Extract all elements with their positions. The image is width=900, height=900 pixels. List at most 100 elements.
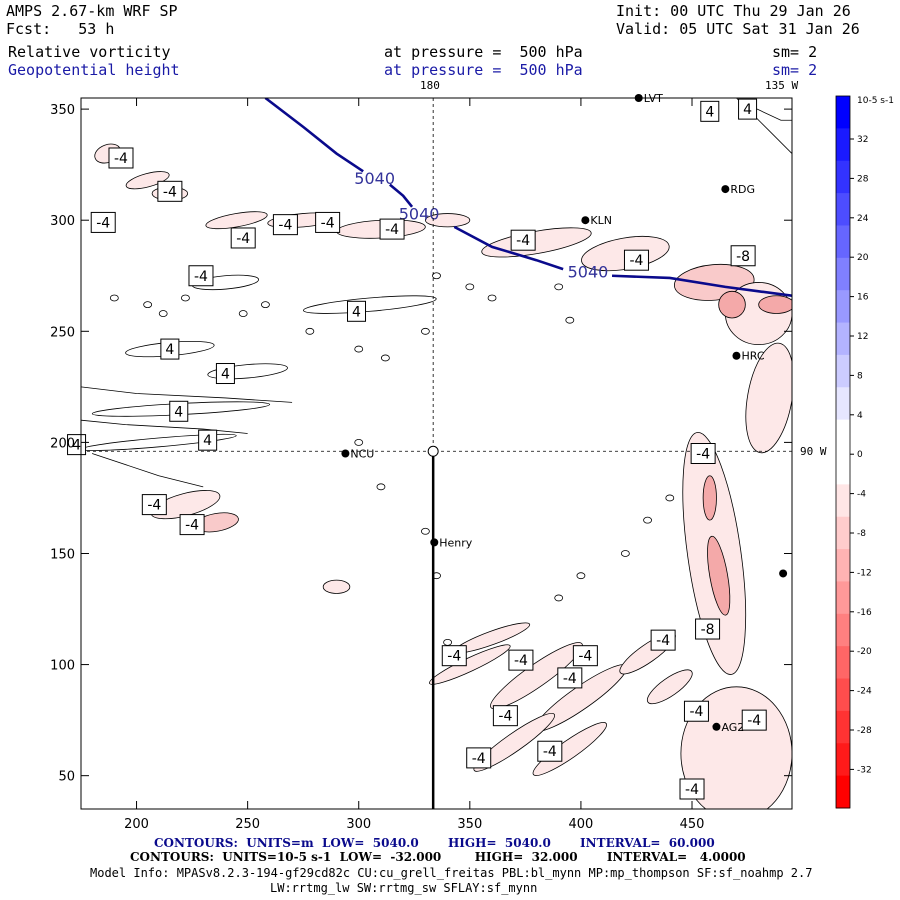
contour-label-box [379,218,405,240]
colorbar-swatch [836,549,850,582]
contour-label: -4 [230,227,256,249]
contour-label: -4 [315,211,341,233]
meridian-135w-label: 135 W [765,79,799,92]
x-tick-label: 450 [680,817,705,832]
contour-label-text: -4 [747,713,761,729]
contour-label: -4 [510,229,536,251]
vorticity-contour-blob [429,644,511,685]
colorbar-swatch [836,710,850,744]
vorticity-contour-blob [646,669,693,705]
colorbar-frame [835,95,851,809]
contour-label-box [738,98,758,120]
contour-label-box [67,434,87,456]
colorbar-tick-label: -4 [857,490,866,500]
vorticity-contour-blob [473,712,556,772]
field2-name: Geopotential height [8,61,180,79]
contour-label-box [741,709,767,731]
contour-label-text: 4 [705,104,714,120]
colorbar-swatch [836,452,850,485]
vorticity-contour-ring [576,572,586,580]
contour-label-text: -4 [578,649,592,665]
vorticity-contour-blob [267,212,340,228]
contour-label-box [141,494,167,516]
vorticity-contour-ring [465,283,475,291]
vorticity-contour-ring [143,301,153,309]
colorbar-tick-label: 24 [857,214,869,224]
contour-label: -8 [730,245,756,267]
contour-label-text: -4 [689,704,703,720]
plot-frame [80,97,793,810]
contour-label-text: -4 [696,447,710,463]
colorbar-swatch [836,354,850,388]
station-marker [430,538,439,547]
station-marker [732,351,741,360]
vorticity-contour-ring [643,516,652,524]
contour-label: -4 [90,211,116,233]
contour-label-box [466,747,492,769]
vorticity-contour-blob [194,512,239,533]
colorbar-tick-label: -12 [857,568,872,578]
vorticity-contour-blob [718,290,746,319]
contour-label-box [230,227,256,249]
contour-label-text: -4 [194,269,208,285]
colorbar-swatch [836,678,850,712]
contour-label-box [679,778,705,800]
colorbar-unit: 10-5 s-1 [857,96,894,106]
contour-label-text: 4 [221,367,230,383]
contour-label: -4 [741,709,767,731]
meridian-90w-label: 90 W [800,445,827,458]
contour-label-box [272,214,298,236]
contour-label-box [508,649,534,671]
station-label: KLN [590,214,612,227]
colorbar-swatch [836,775,850,809]
height-contour-info: CONTOURS: UNITS=m LOW= 5040.0 HIGH= 5040… [154,836,715,850]
contour-label-text: -4 [278,218,292,234]
colorbar-tick-label: 12 [857,332,868,342]
contour-label-box [695,618,721,640]
vorticity-contour-blob [619,632,676,675]
contour-label-text: -4 [163,184,177,200]
vorticity-contour-ring [554,283,564,291]
contour-label-text: -4 [629,253,643,269]
vorticity-contour-blob [125,171,170,190]
init-time: Init: 00 UTC Thu 29 Jan 26 [616,2,851,20]
contour-label-text: -4 [147,498,161,514]
vorticity-contour-blob [94,143,121,164]
contour-label: -4 [557,667,583,689]
colorbar-swatch [836,128,850,162]
vorticity-contour-blob [336,219,426,239]
contour-label: -4 [623,249,649,271]
contour-label-text: 4 [165,342,174,358]
contour-label-text: -4 [96,215,110,231]
y-tick-label: 200 [50,436,75,451]
vorticity-contour-ring [487,294,497,302]
contour-label-box [492,705,518,727]
contour-label-box [537,740,563,762]
contour-label: -4 [679,778,705,800]
colorbar-swatch [836,516,850,550]
station-label: NCU [350,448,374,461]
contour-label: 4 [347,300,367,322]
vorticity-contour-blob [424,213,471,228]
contour-label-text: -8 [701,622,715,638]
contour-label: -4 [508,649,534,671]
contour-label: 4 [67,434,87,456]
vorticity-contour-ring [305,327,315,335]
contour-label-text: 4 [743,102,752,118]
station-label: Henry [439,536,473,549]
vorticity-contour-ring [565,316,575,324]
field2-pressure: at pressure = 500 hPa [384,61,583,79]
field1-name: Relative vorticity [8,43,171,61]
colorbar-tick-label: 20 [857,253,869,263]
contour-label-box [623,249,649,271]
height-contour-5040 [264,98,364,173]
contour-label-text: -4 [656,633,670,649]
y-tick-label: 350 [50,103,75,118]
contour-label: -8 [695,618,721,640]
vorticity-contour-blob [724,282,792,346]
x-tick-label: 300 [346,817,371,832]
contour-label: 4 [215,363,235,385]
vorticity-contour-blob [150,490,221,520]
contour-label: 4 [738,98,758,120]
contour-label-box [690,443,716,464]
